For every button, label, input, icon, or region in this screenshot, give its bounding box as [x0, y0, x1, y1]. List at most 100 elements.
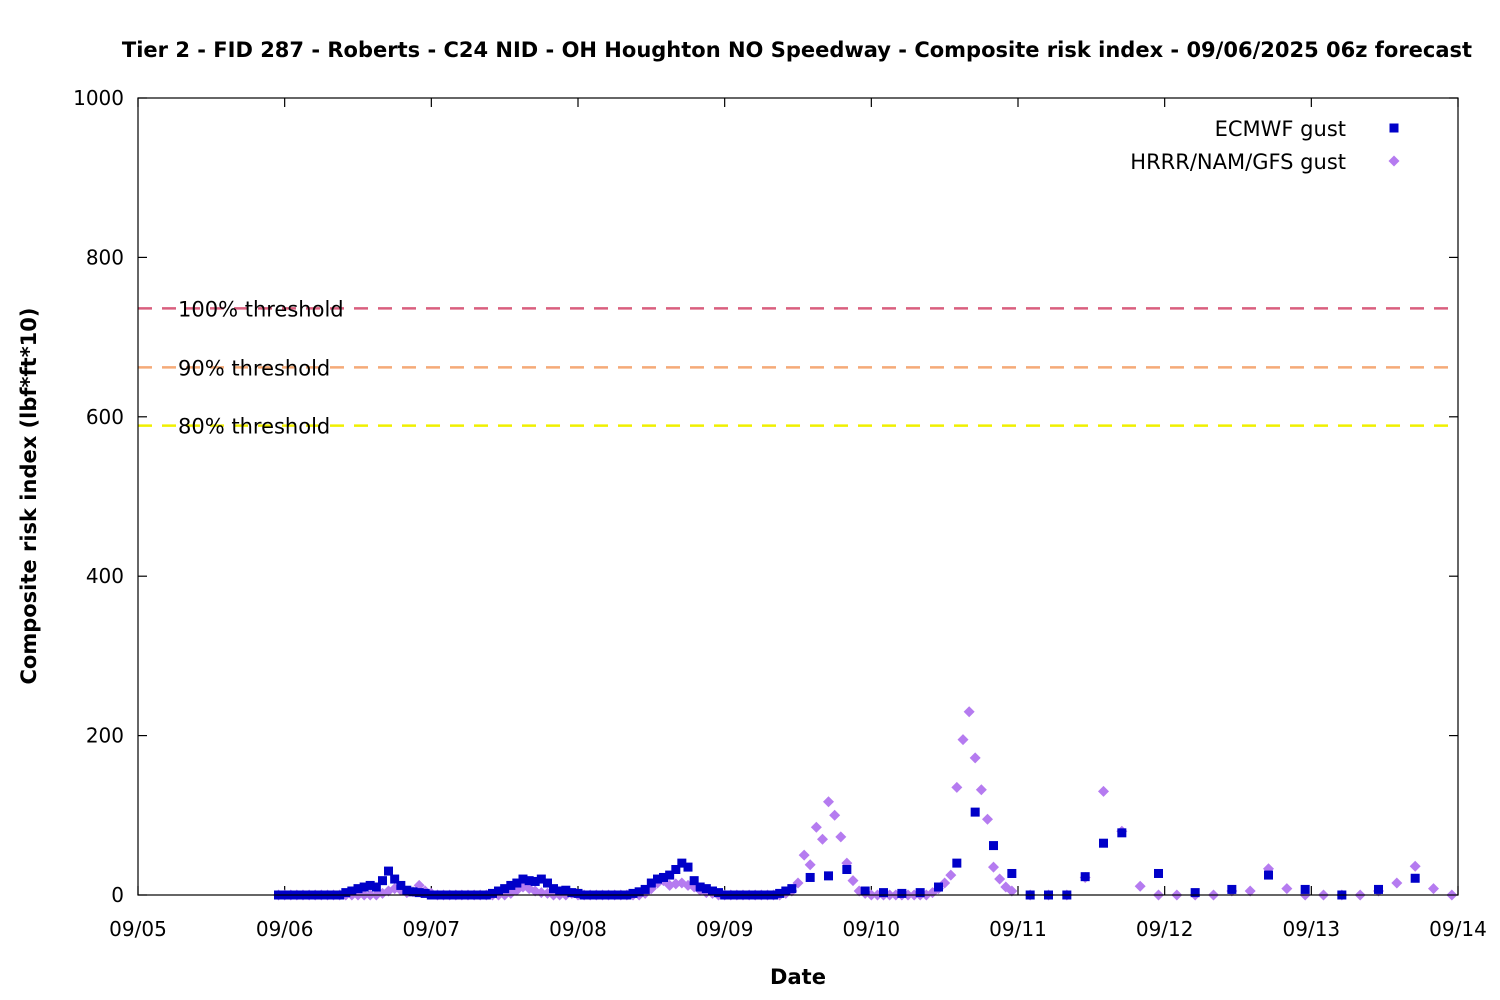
- y-axis-label: Composite risk index (lbf*ft*10): [17, 307, 41, 684]
- data-point: [1264, 870, 1274, 880]
- x-tick-label: 09/12: [1136, 917, 1194, 941]
- data-point: [1410, 873, 1420, 883]
- data-point: [1391, 877, 1403, 889]
- data-point: [512, 878, 522, 888]
- x-tick-label: 09/07: [403, 917, 461, 941]
- chart-title: Tier 2 - FID 287 - Roberts - C24 NID - O…: [122, 38, 1472, 62]
- data-point: [487, 888, 497, 898]
- y-tick-label: 800: [86, 245, 124, 269]
- y-tick-label: 1000: [73, 86, 124, 110]
- legend: ECMWF gust HRRR/NAM/GFS gust: [1130, 117, 1400, 174]
- data-point: [804, 859, 816, 871]
- data-point: [524, 876, 534, 886]
- plot-frame: [137, 97, 1459, 896]
- data-point: [714, 888, 724, 898]
- data-point: [970, 807, 980, 817]
- data-point: [640, 884, 650, 894]
- data-point: [1409, 860, 1421, 872]
- threshold-label: 100% threshold: [178, 297, 344, 321]
- data-point: [689, 876, 699, 886]
- data-point: [359, 882, 369, 892]
- x-tick-label: 09/14: [1429, 917, 1487, 941]
- y-tick-label: 200: [86, 724, 124, 748]
- data-point: [677, 858, 687, 868]
- data-point: [683, 862, 693, 872]
- data-point: [567, 888, 577, 898]
- data-point: [981, 813, 993, 825]
- data-point: [805, 872, 815, 882]
- data-point: [420, 888, 430, 898]
- data-point: [365, 880, 375, 890]
- x-tick-label: 09/10: [843, 917, 901, 941]
- data-point: [842, 864, 852, 874]
- data-point: [915, 888, 925, 898]
- data-point: [707, 886, 717, 896]
- data-point: [1190, 888, 1200, 898]
- x-tick-label: 09/06: [256, 917, 314, 941]
- data-point: [781, 886, 791, 896]
- data-point: [555, 886, 565, 896]
- data-point: [530, 876, 540, 886]
- data-point: [975, 784, 987, 796]
- x-tick-label: 09/09: [696, 917, 754, 941]
- data-point: [646, 878, 656, 888]
- data-point: [847, 875, 859, 887]
- data-point: [628, 888, 638, 898]
- data-point: [506, 880, 516, 890]
- data-point: [787, 884, 797, 894]
- data-point: [1117, 828, 1127, 838]
- legend-marker: [1389, 123, 1399, 133]
- data-point: [860, 886, 870, 896]
- data-point: [1080, 872, 1090, 882]
- data-point: [835, 831, 847, 843]
- data-point: [988, 861, 1000, 873]
- data-point: [634, 887, 644, 897]
- x-tick-label: 09/11: [989, 917, 1047, 941]
- data-point: [957, 734, 969, 746]
- x-tick-label: 09/13: [1283, 917, 1341, 941]
- data-point: [414, 888, 424, 898]
- data-point: [1007, 868, 1017, 878]
- data-point: [701, 884, 711, 894]
- data-point: [1099, 838, 1109, 848]
- data-point: [671, 864, 681, 874]
- x-axis: 09/05 09/06 09/07 09/08 09/09 09/10 09/11 09/12…: [109, 98, 1487, 941]
- legend-label: HRRR/NAM/GFS gust: [1130, 150, 1346, 174]
- x-tick-label: 09/08: [549, 917, 607, 941]
- data-point: [402, 885, 412, 895]
- data-point: [823, 796, 835, 808]
- data-point: [934, 882, 944, 892]
- y-tick-label: 600: [86, 405, 124, 429]
- data-point: [353, 884, 363, 894]
- data-point: [952, 858, 962, 868]
- x-tick-label: 09/05: [109, 917, 167, 941]
- data-point: [695, 882, 705, 892]
- data-point: [494, 886, 504, 896]
- data-point: [408, 887, 418, 897]
- data-point: [1281, 883, 1293, 895]
- y-tick-label: 400: [86, 564, 124, 588]
- data-point: [561, 885, 571, 895]
- data-point: [829, 809, 841, 821]
- data-point: [879, 888, 889, 898]
- data-point: [1154, 868, 1164, 878]
- data-point: [377, 876, 387, 886]
- data-point: [994, 873, 1006, 885]
- data-point: [951, 781, 963, 793]
- data-point: [1428, 883, 1440, 895]
- y-axis: 0 200 400 600 800 1000: [73, 86, 1458, 907]
- data-point: [1227, 884, 1237, 894]
- data-point: [1244, 885, 1256, 897]
- data-point: [1098, 785, 1110, 797]
- data-point: [1134, 880, 1146, 892]
- data-point: [518, 874, 528, 884]
- data-point: [1006, 885, 1018, 897]
- data-point: [989, 841, 999, 851]
- data-point: [665, 870, 675, 880]
- data-point: [824, 871, 834, 881]
- data-point: [897, 888, 907, 898]
- y-tick-label: 0: [111, 883, 124, 907]
- data-point: [536, 874, 546, 884]
- data-point: [659, 872, 669, 882]
